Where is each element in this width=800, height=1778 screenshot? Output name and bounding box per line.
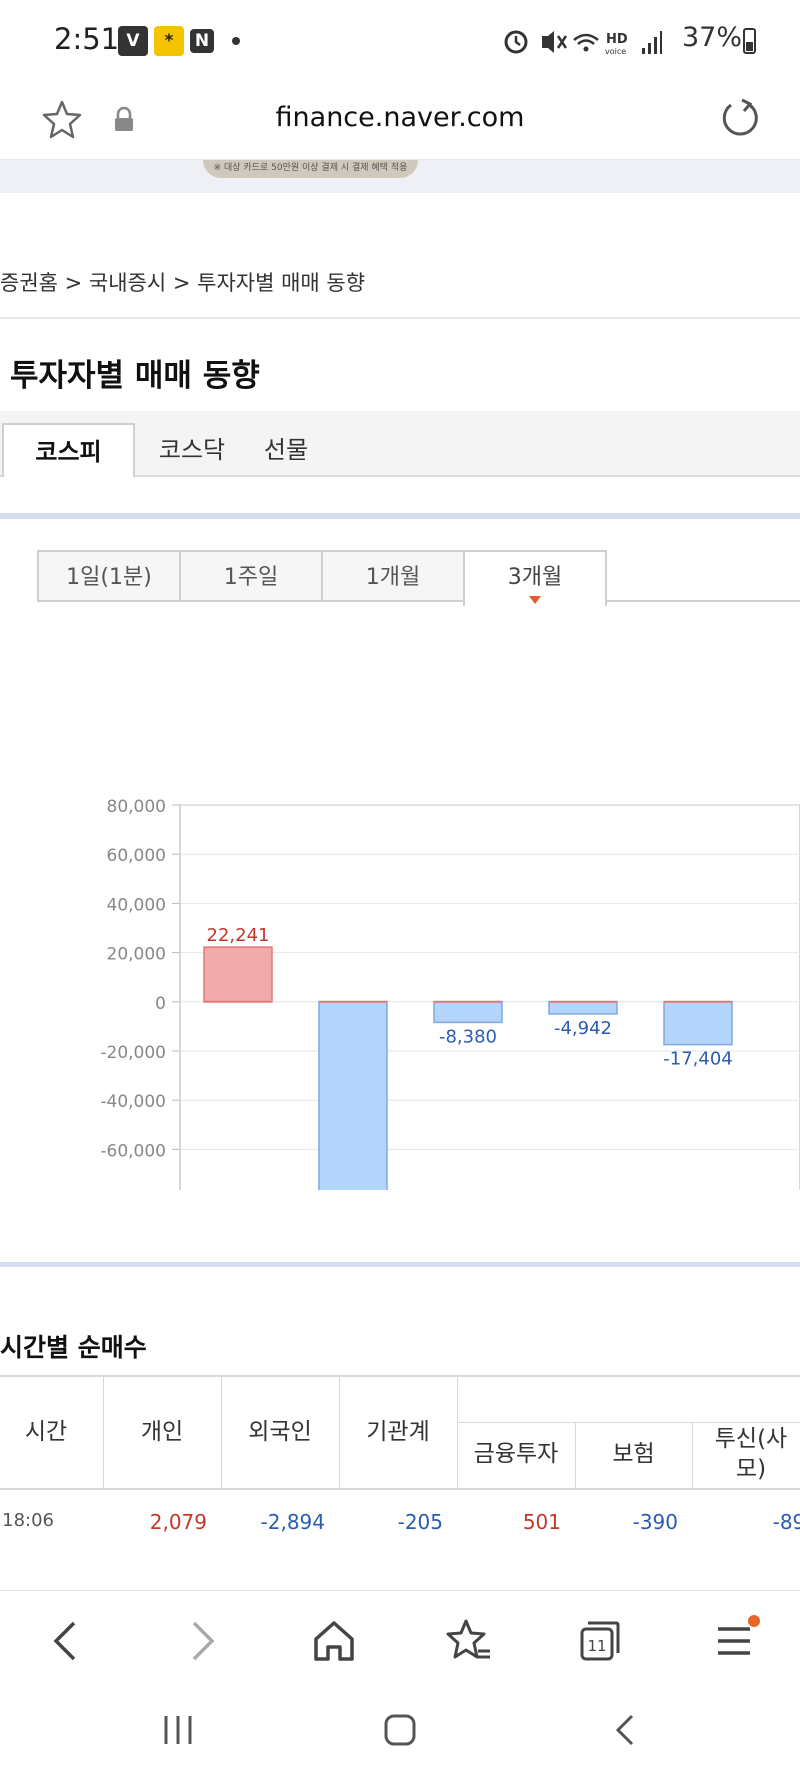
- divider: [0, 317, 800, 319]
- url-text[interactable]: finance.naver.com: [275, 102, 525, 133]
- data-label: -4,942: [554, 1018, 612, 1039]
- col-header-time: 시간: [24, 1418, 68, 1445]
- y-tick-label: 80,000: [107, 797, 166, 817]
- browser-url-bar: finance.naver.com: [0, 82, 800, 160]
- bar: [663, 1001, 733, 1046]
- row-time: 18:06: [2, 1510, 54, 1531]
- y-tick-label: 0: [155, 994, 166, 1014]
- n-icon: N: [190, 29, 214, 53]
- col-header-trust: 투신(사모): [714, 1426, 788, 1482]
- kakao-icon: *: [154, 26, 184, 56]
- svg-text:voice: voice: [605, 47, 626, 56]
- status-icons: HD voice: [504, 30, 662, 56]
- col-header-financial: 금융투자: [473, 1441, 559, 1468]
- plot-frame: [179, 804, 800, 1190]
- lock-icon[interactable]: [112, 106, 136, 134]
- forward-icon[interactable]: [174, 1613, 230, 1669]
- system-nav-bar: [0, 1690, 800, 1778]
- y-tick-label: -20,000: [100, 1043, 166, 1063]
- tab-kosdaq[interactable]: 코스닥: [158, 436, 226, 464]
- back-icon[interactable]: [38, 1613, 94, 1669]
- bar: [203, 946, 273, 1003]
- tab-1week[interactable]: 1주일: [179, 550, 323, 602]
- market-tabs: 코스피 코스닥 선물: [0, 411, 800, 477]
- col-header-foreign: 외국인: [248, 1418, 312, 1445]
- tab-baseline: [607, 600, 800, 602]
- reload-icon[interactable]: [718, 96, 762, 140]
- table-header-border: [0, 1488, 800, 1490]
- y-tick-label: -60,000: [100, 1141, 166, 1161]
- y-tick-label: 20,000: [107, 945, 166, 965]
- notification-dot-icon: [232, 37, 240, 45]
- system-home-icon[interactable]: [380, 1710, 420, 1750]
- y-tick-label: 60,000: [107, 846, 166, 866]
- tab-1month[interactable]: 1개월: [321, 550, 465, 602]
- status-time: 2:51: [54, 22, 120, 56]
- battery-percent: 37%: [681, 22, 742, 53]
- system-back-icon[interactable]: [606, 1710, 646, 1750]
- active-tab-arrow-icon: [529, 596, 541, 604]
- tabs-count: 11: [587, 1637, 606, 1655]
- status-bar: 2:51 V * N HD voice 37%: [0, 0, 800, 82]
- table-title: 시간별 순매수: [0, 1333, 147, 1362]
- star-icon[interactable]: [40, 98, 84, 142]
- col-header-institution: 기관계: [366, 1418, 430, 1445]
- tab-futures[interactable]: 선물: [263, 436, 309, 464]
- page-title: 투자자별 매매 동향: [10, 358, 260, 394]
- y-tick-label: -40,000: [100, 1092, 166, 1112]
- bar: [318, 1001, 388, 1190]
- svg-text:HD: HD: [606, 32, 628, 47]
- data-label: -8,380: [439, 1026, 497, 1047]
- home-icon[interactable]: [306, 1613, 362, 1669]
- section-divider: [0, 513, 800, 519]
- battery-icon: [743, 28, 756, 54]
- recent-apps-icon[interactable]: [158, 1710, 198, 1750]
- tabs-icon[interactable]: 11: [572, 1613, 628, 1669]
- col-header-insurance: 보험: [612, 1441, 655, 1468]
- breadcrumb[interactable]: 증권홈 > 국내증시 > 투자자별 매매 동향: [0, 271, 366, 295]
- bookmarks-icon[interactable]: [440, 1613, 496, 1669]
- table-cell: 2,079: [149, 1510, 207, 1534]
- web-page: ※ 대상 카드로 50만원 이상 결제 시 결제 혜택 적용 증권홈 > 국내증…: [0, 160, 800, 1590]
- y-tick-label: 40,000: [107, 895, 166, 915]
- banner-notice[interactable]: ※ 대상 카드로 50만원 이상 결제 시 결제 혜택 적용: [203, 160, 418, 178]
- bar: [548, 1001, 618, 1015]
- table-cell: -2,894: [260, 1510, 325, 1534]
- table-cell: -893: [772, 1510, 800, 1534]
- table-cell: -205: [397, 1510, 443, 1534]
- data-label: -17,404: [663, 1049, 732, 1070]
- browser-bottom-nav: 11: [0, 1590, 800, 1690]
- table-cell: 501: [522, 1510, 561, 1534]
- section-divider: [0, 1262, 800, 1267]
- investor-bar-chart: 80,000 60,000 40,000 20,000 0 -20,000 -40,000 -…: [100, 797, 800, 1190]
- tab-kospi[interactable]: 코스피: [2, 423, 135, 477]
- data-label: 22,241: [207, 925, 270, 946]
- table-cell: -390: [632, 1510, 678, 1534]
- vs-icon: V: [118, 26, 148, 56]
- table-top-border: [0, 1375, 800, 1377]
- col-header-individual: 개인: [140, 1418, 184, 1445]
- menu-icon[interactable]: [706, 1613, 762, 1669]
- table-subheader-border: [457, 1422, 800, 1423]
- bar: [433, 1001, 503, 1024]
- tab-1day[interactable]: 1일(1분): [37, 550, 181, 602]
